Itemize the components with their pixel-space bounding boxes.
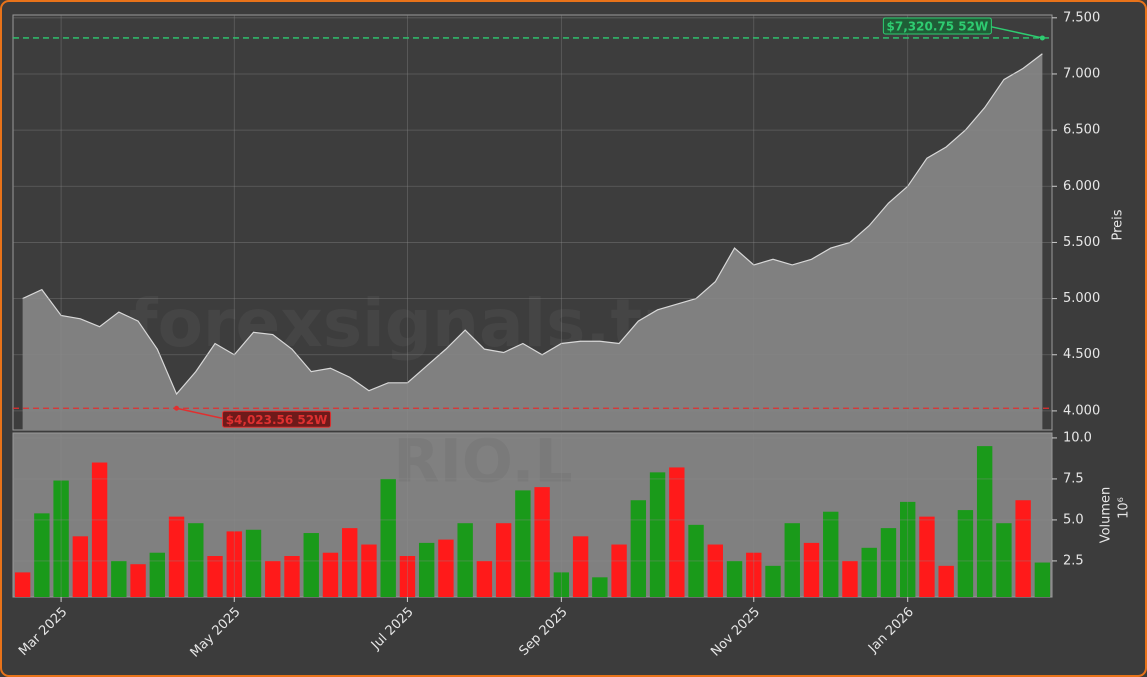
volume-bar — [265, 560, 281, 597]
volume-bar — [630, 500, 647, 597]
volume-bar — [957, 510, 974, 597]
y-axis-label: Volumen — [1099, 487, 1114, 544]
volume-bar — [1015, 500, 1031, 597]
y-tick-label: 10.0 — [1063, 430, 1092, 445]
volume-panel — [12, 432, 1053, 598]
annotation-arrow — [176, 407, 227, 420]
y-tick-label: 7.000 — [1063, 66, 1100, 81]
y-tick-label: 7.500 — [1063, 10, 1100, 25]
volume-bar — [72, 536, 89, 597]
y-tick-label: 6.000 — [1063, 179, 1100, 194]
volume-bar — [188, 523, 204, 597]
volume-bar — [726, 560, 743, 597]
annotation-text: $7,320.75 52W — [887, 19, 989, 33]
volume-bar — [457, 523, 473, 597]
volume-bar — [303, 533, 319, 597]
volume-bar — [14, 572, 31, 597]
volume-bar — [168, 516, 185, 597]
volume-bar — [34, 513, 50, 597]
volume-bar — [207, 556, 223, 597]
y-tick-label: 6.500 — [1063, 123, 1100, 138]
volume-bar — [284, 556, 300, 597]
volume-bar — [515, 490, 531, 597]
volume-bar — [649, 472, 666, 597]
y-tick-label: 5.0 — [1063, 512, 1084, 527]
volume-bar — [476, 560, 493, 597]
volume-bar — [784, 523, 800, 597]
volume-bar — [938, 565, 954, 597]
y-tick-label: 5.000 — [1063, 291, 1100, 306]
volume-bar — [765, 565, 781, 597]
y-tick-label: 7.5 — [1063, 471, 1084, 486]
volume-bar — [669, 467, 685, 597]
volume-bar — [880, 528, 897, 597]
volume-bar — [842, 560, 858, 597]
volume-bar — [399, 556, 416, 597]
annotation-box — [222, 410, 332, 428]
y-axis-unit: 10⁶ — [1117, 497, 1132, 519]
volume-bar — [149, 552, 166, 597]
volume-bar — [418, 542, 435, 597]
watermark: RIO.L — [393, 427, 572, 497]
price-line — [22, 53, 1043, 396]
volume-bar — [996, 523, 1012, 597]
price-area — [22, 53, 1043, 430]
volume-bar — [534, 487, 550, 597]
volume-bar — [91, 462, 108, 597]
volume-bar — [342, 528, 358, 597]
volume-bar — [861, 547, 877, 597]
y-tick-label: 5.500 — [1063, 235, 1100, 250]
volume-bar — [899, 501, 916, 597]
volume-bar — [495, 523, 512, 597]
y-tick-label: 4.000 — [1063, 403, 1100, 418]
volume-bar — [592, 577, 608, 597]
plot-layer: forexsignals.tradeRIO.L4.0004.5005.0005.… — [13, 10, 1100, 661]
volume-bar — [919, 516, 935, 597]
volume-bar — [707, 544, 723, 597]
volume-bar — [553, 572, 570, 597]
y-tick-label: 4.500 — [1063, 347, 1100, 362]
volume-bar — [976, 446, 993, 597]
y-axis-label: Preis — [1111, 209, 1126, 240]
volume-bar — [688, 524, 704, 597]
volume-bar — [823, 511, 839, 597]
volume-bar — [611, 544, 627, 597]
volume-bar — [803, 542, 820, 597]
annotation-text: $4,023.56 52W — [226, 413, 328, 427]
volume-bar — [111, 560, 127, 597]
volume-bar — [380, 478, 396, 597]
volume-bar — [130, 564, 146, 597]
volume-bar — [245, 529, 262, 597]
volume-bar — [226, 531, 242, 597]
volume-bar — [53, 480, 69, 597]
volume-bar — [361, 544, 377, 597]
volume-bar — [438, 539, 454, 597]
volume-bar — [746, 552, 762, 597]
y-tick-label: 2.5 — [1063, 553, 1084, 568]
annotation-box — [882, 17, 992, 35]
annotation-arrowhead — [174, 405, 180, 411]
annotation-arrowhead — [1039, 35, 1045, 41]
annotation-arrow — [987, 25, 1043, 39]
volume-bar — [322, 552, 339, 597]
volume-bar — [572, 536, 589, 597]
volume-bar — [1034, 562, 1051, 597]
